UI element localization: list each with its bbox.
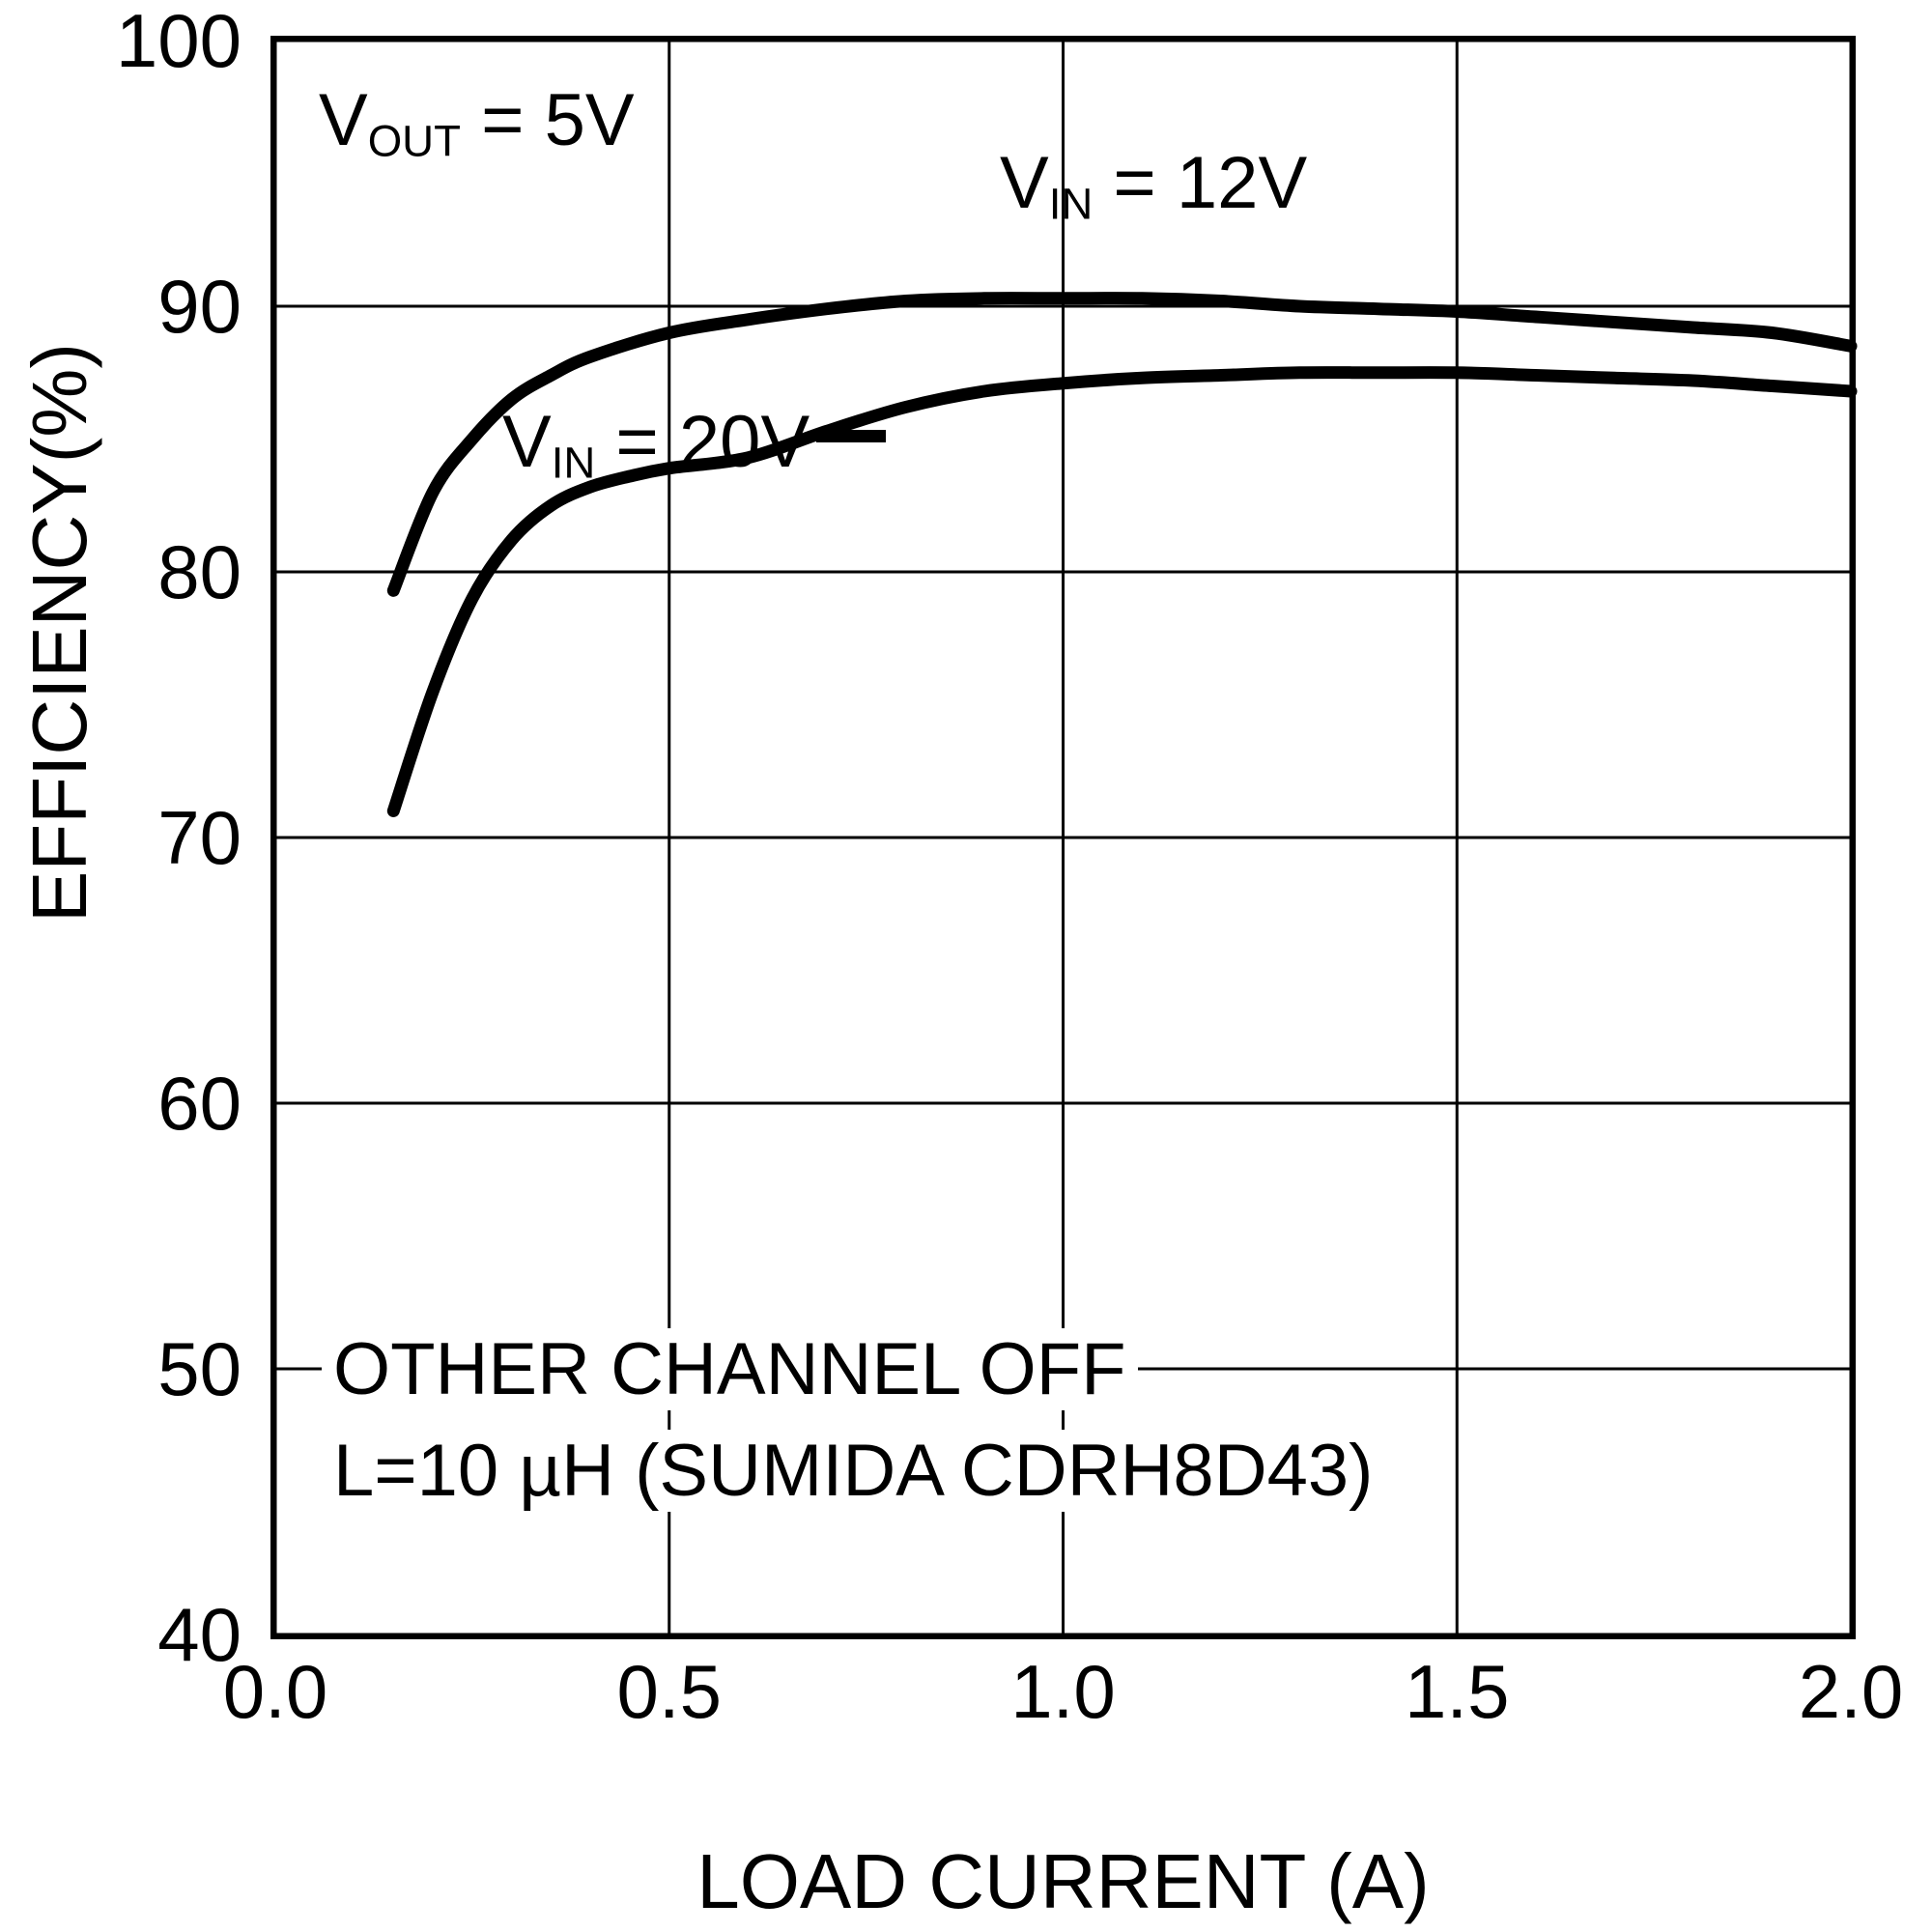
annotation-other-channel-off: OTHER CHANNEL OFF [322, 1328, 1138, 1411]
y-tick-label: 50 [157, 1326, 242, 1411]
annotation-subscript: IN [551, 438, 596, 488]
annotation-leader-line [816, 430, 886, 442]
y-tick-label: 80 [157, 529, 242, 614]
annotation-vin-12v: VIN = 12V [1000, 142, 1307, 228]
x-tick-label: 0.0 [222, 1649, 328, 1734]
y-tick-label: 90 [157, 264, 242, 349]
x-tick-label: 1.0 [1010, 1649, 1116, 1734]
y-tick-label: 40 [157, 1592, 242, 1677]
x-axis-title: LOAD CURRENT (A) [696, 1838, 1430, 1924]
x-tick-label: 2.0 [1798, 1649, 1904, 1734]
x-tick-label: 1.5 [1405, 1649, 1510, 1734]
annotation-base: V [1000, 142, 1049, 224]
series-curve-vin-12v [386, 292, 1858, 597]
series-curve-vin-20v [386, 366, 1858, 817]
plot-area: VOUT = 5V VIN = 12V VIN = 20V OTHER CHAN… [270, 36, 1858, 1639]
annotation-base: V [319, 79, 368, 161]
annotation-subscript: IN [1048, 179, 1094, 229]
annotation-rest: = 12V [1093, 142, 1308, 224]
annotation-base: V [502, 401, 552, 483]
annotation-rest: = 5V [460, 79, 635, 161]
plot-svg [273, 39, 1858, 1636]
annotation-subscript: OUT [367, 116, 461, 166]
y-tick-label: 60 [157, 1061, 242, 1146]
annotation-vout-5v: VOUT = 5V [319, 79, 635, 165]
y-tick-label: 100 [115, 0, 242, 83]
annotation-rest: = 20V [595, 401, 810, 483]
y-tick-label: 70 [157, 795, 242, 880]
x-tick-label: 0.5 [616, 1649, 722, 1734]
annotation-vin-20v: VIN = 20V [502, 401, 810, 487]
annotation-inductor-note: L=10 µH (SUMIDA CDRH8D43) [322, 1430, 1385, 1513]
